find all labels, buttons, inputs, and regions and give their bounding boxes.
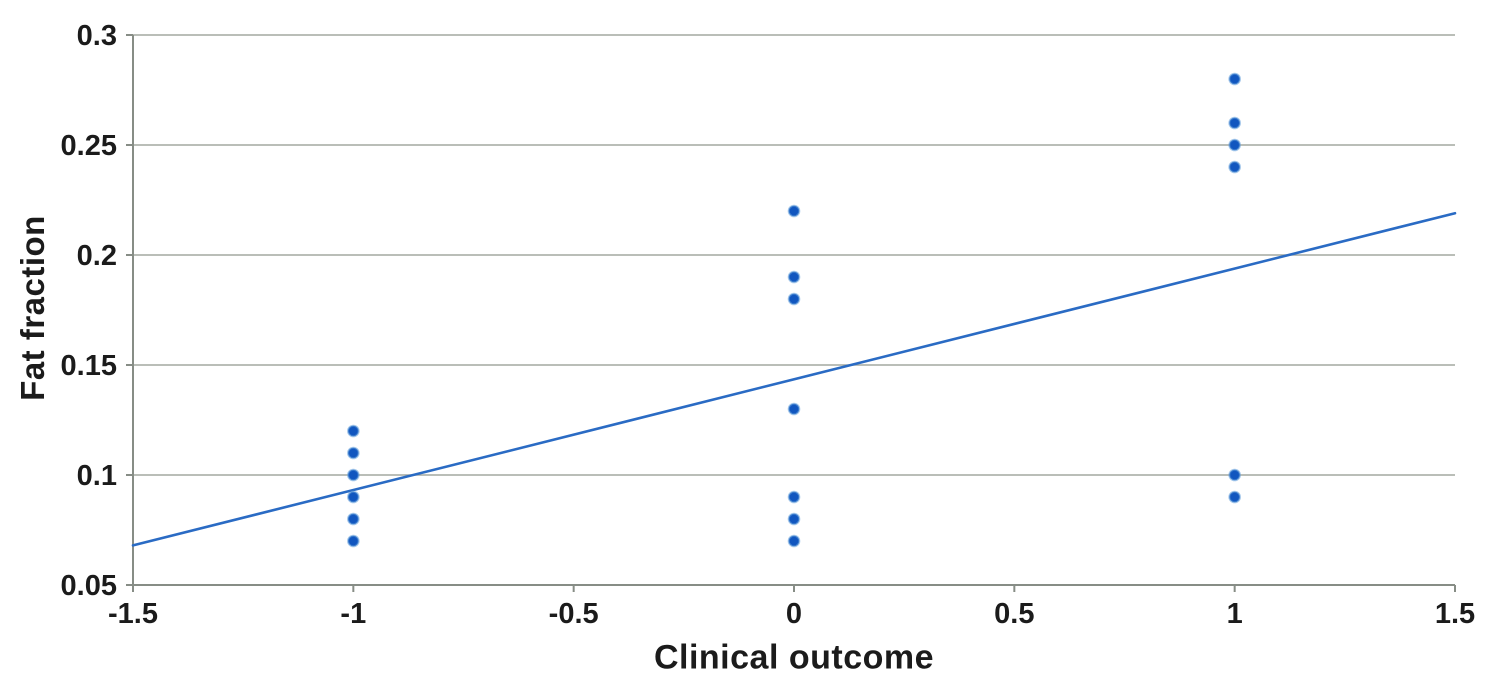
data-point — [787, 512, 801, 526]
data-point — [1228, 72, 1241, 86]
y-tick-label: 0.05 — [61, 570, 117, 602]
trend-line — [131, 211, 1457, 547]
data-point — [787, 292, 801, 306]
data-point — [1228, 468, 1241, 482]
x-tick-label: 0.5 — [994, 598, 1034, 630]
y-tick-label: 0.25 — [61, 130, 117, 162]
data-point — [347, 424, 360, 438]
x-axis-title: Clinical outcome — [653, 638, 935, 677]
data-point — [787, 270, 801, 284]
x-tick-label: -1 — [340, 598, 366, 630]
data-point — [347, 468, 360, 482]
x-tick-label: -1.5 — [108, 598, 158, 630]
data-point — [787, 204, 801, 218]
y-axis-title: Fat fraction — [14, 215, 51, 401]
y-tick-label: 0.2 — [77, 240, 117, 272]
data-point — [347, 490, 360, 504]
data-point — [1228, 160, 1241, 174]
data-point — [347, 534, 360, 548]
x-tick-label: 0 — [786, 598, 802, 630]
y-tick-label: 0.1 — [77, 460, 117, 492]
data-point — [1228, 490, 1241, 504]
data-point — [347, 512, 360, 526]
x-tick-label: 1.5 — [1435, 598, 1475, 630]
x-tick-label: -0.5 — [549, 598, 599, 630]
data-point — [787, 490, 801, 504]
data-point — [787, 534, 801, 548]
x-tick-label: 1 — [1227, 598, 1243, 630]
data-point — [347, 446, 360, 460]
data-point — [1228, 116, 1241, 130]
y-tick-label: 0.15 — [61, 350, 117, 382]
y-tick-label: 0.3 — [77, 20, 117, 52]
data-point — [787, 402, 801, 416]
data-point — [1228, 138, 1241, 152]
